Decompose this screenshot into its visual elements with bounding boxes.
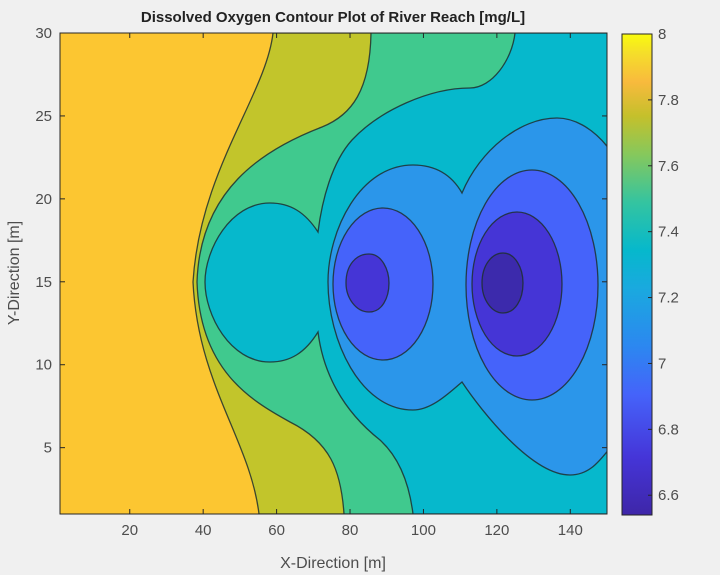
y-tick-label: 25 (35, 108, 52, 125)
axis-ticks: 20 40 60 80 100 120 140 5 10 15 20 25 30 (35, 25, 607, 539)
colorbar-tick-label: 7.8 (658, 92, 679, 109)
colorbar-tick-label: 7 (658, 355, 666, 372)
y-tick-label: 30 (35, 25, 52, 42)
colorbar-tick-label: 8 (658, 26, 666, 43)
y-tick-label: 10 (35, 357, 52, 374)
x-tick-label: 40 (195, 522, 212, 539)
colorbar-tick-label: 6.8 (658, 421, 679, 438)
x-tick-label: 140 (558, 522, 583, 539)
x-tick-label: 120 (484, 522, 509, 539)
chart-title: Dissolved Oxygen Contour Plot of River R… (141, 9, 525, 26)
contour-fill (60, 33, 607, 514)
x-tick-label: 80 (342, 522, 359, 539)
band-below-6.6 (481, 252, 524, 314)
y-tick-label: 5 (44, 440, 52, 457)
band-6.6-6.8-left (345, 253, 390, 313)
x-tick-label: 100 (411, 522, 436, 539)
plot-area-frame (59, 32, 608, 515)
x-tick-label: 20 (121, 522, 138, 539)
colorbar-ticks: 6.6 6.8 7 7.2 7.4 7.6 7.8 8 (648, 26, 679, 504)
y-axis-label: Y-Direction [m] (6, 221, 23, 325)
colorbar-tick-label: 7.4 (658, 224, 679, 241)
colorbar-tick-label: 7.6 (658, 158, 679, 175)
x-tick-label: 60 (268, 522, 285, 539)
colorbar-tick-label: 6.6 (658, 487, 679, 504)
y-tick-label: 20 (35, 191, 52, 208)
colorbar-tick-label: 7.2 (658, 290, 679, 307)
colorbar (621, 33, 653, 516)
x-axis-label: X-Direction [m] (280, 555, 386, 572)
y-tick-label: 15 (35, 274, 52, 291)
